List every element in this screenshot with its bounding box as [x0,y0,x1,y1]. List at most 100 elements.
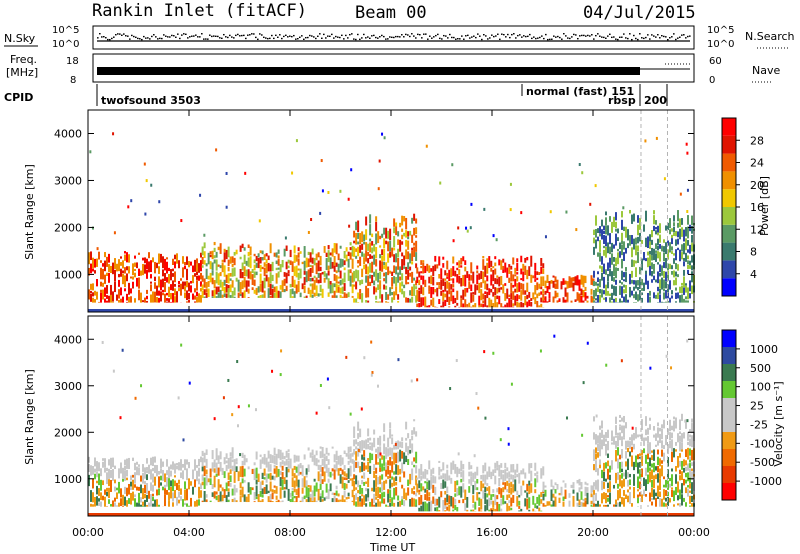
echo-cell [267,490,270,494]
echo-cell [649,234,651,242]
velocity-colorbar-label: Velocity [m s⁻¹] [772,381,785,466]
echo-cell [500,469,503,480]
echo-cell [269,243,272,254]
echo-cell [671,468,673,472]
echo-cell [172,461,174,470]
echo-cell-sparse [227,378,230,382]
echo-cell [357,461,360,468]
echo-cell [367,300,370,303]
echo-cell [253,253,256,257]
echo-cell [136,486,138,491]
echo-cell [271,288,274,298]
echo-cell [319,451,322,459]
echo-cell [295,265,298,278]
echo-cell [152,503,154,507]
echo-cell [629,209,631,214]
echo-cell [691,215,693,225]
echo-cell-sparse [451,163,454,167]
echo-cell [518,506,521,509]
echo-cell [631,503,633,507]
colorbar-segment [722,189,736,207]
echo-cell [339,245,342,249]
echo-cell [518,510,521,512]
echo-cell [387,294,390,300]
nsky-point [479,35,481,37]
echo-cell [227,488,230,492]
echo-cell-sparse [594,184,597,188]
echo-cell [605,211,607,216]
echo-cell [176,462,178,466]
echo-cell [460,486,463,498]
echo-cell [263,262,266,267]
echo-cell [379,435,382,446]
echo-cell [627,440,629,447]
echo-cell [514,469,517,476]
echo-cell [534,297,537,305]
echo-cell [257,286,260,293]
nsky-point [265,37,267,39]
echo-cell [560,486,563,496]
nsky-point [653,35,655,37]
echo-cell [609,293,611,297]
echo-cell [428,460,431,470]
echo-cell [607,281,609,289]
echo-cell [301,465,304,477]
echo-cell [335,275,338,284]
nsky-point [347,37,349,39]
echo-cell [536,277,539,280]
echo-cell [395,286,398,296]
echo-cell [251,468,254,475]
echo-cell [136,277,138,287]
echo-cell [269,454,272,464]
echo-cell [409,266,412,271]
echo-cell [595,493,597,502]
echo-cell [295,455,298,462]
echo-cell [556,484,559,490]
echo-cell [363,472,366,479]
echo-cell [655,227,657,230]
echo-cell [528,291,531,298]
echo-cell [217,246,220,251]
echo-cell [271,501,274,503]
echo-cell-sparse [279,373,282,377]
echo-cell [448,269,451,282]
echo-cell [516,258,519,263]
nsky-point [645,36,647,39]
echo-cell [534,489,537,494]
echo-cell [526,498,529,510]
echo-cell [196,263,198,272]
echo-cell [156,285,158,296]
echo-cell [584,292,587,301]
echo-cell [215,491,218,495]
echo-cell [369,501,372,507]
echo-cell [313,258,316,266]
echo-cell [496,488,499,493]
echo-cell [687,240,689,246]
echo-cell [597,295,599,303]
echo-cell [287,449,290,452]
echo-cell [317,293,320,297]
echo-cell [683,257,685,261]
echo-cell [508,267,511,274]
echo-cell-sparse [520,211,523,215]
echo-cell [607,290,609,296]
echo-cell [615,499,617,505]
echo-cell [637,245,639,252]
echo-cell [94,270,96,274]
echo-cell [241,460,244,466]
echo-cell [603,290,605,295]
echo-cell [201,474,204,481]
echo-cell [667,300,669,303]
echo-cell [319,446,322,449]
echo-cell [331,498,334,503]
echo-cell [619,251,621,258]
echo-cell [599,265,601,269]
echo-cell [657,225,659,233]
echo-cell [490,288,493,293]
echo-cell [671,228,673,232]
echo-cell [194,501,196,507]
echo-cell [359,484,362,495]
nsky-point [597,33,599,35]
echo-cell [363,462,366,471]
